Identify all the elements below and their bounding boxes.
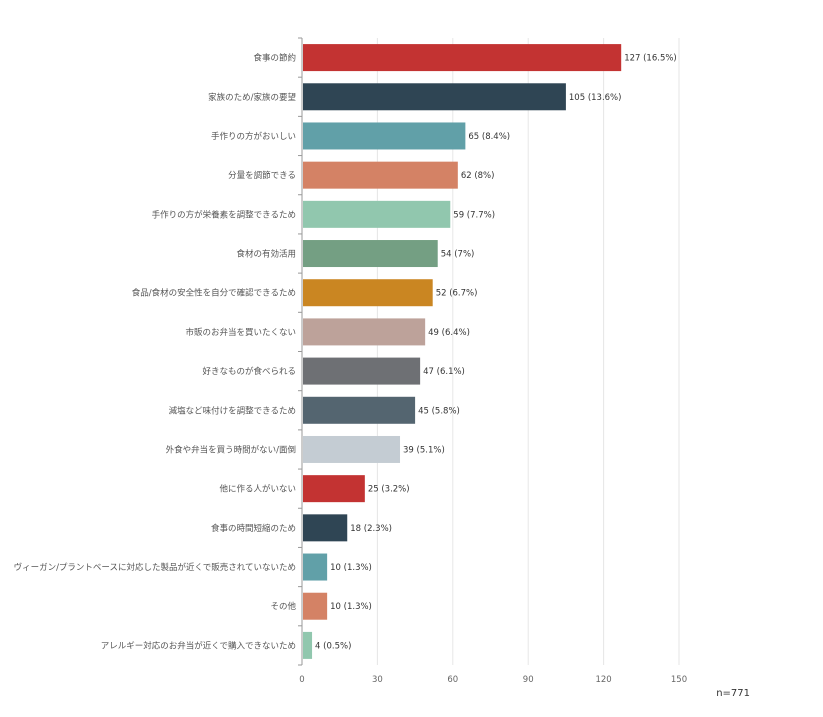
value-label-3: 62 (8%) bbox=[461, 171, 495, 181]
category-label-10: 外食や弁当を買う時間がない/面倒 bbox=[166, 444, 296, 455]
category-label-1: 家族のため/家族の要望 bbox=[208, 92, 296, 103]
x-tick-label-150: 150 bbox=[671, 675, 687, 685]
category-label-3: 分量を調節できる bbox=[228, 170, 296, 181]
bar-15 bbox=[303, 631, 313, 659]
bar-12 bbox=[303, 514, 348, 542]
category-label-7: 市販のお弁当を買いたくない bbox=[185, 327, 296, 338]
value-label-6: 52 (6.7%) bbox=[436, 289, 478, 299]
value-label-9: 45 (5.8%) bbox=[418, 406, 460, 416]
bar-3 bbox=[303, 161, 458, 189]
category-label-13: ヴィーガン/プラントベースに対応した製品が近くで販売されていないため bbox=[14, 562, 296, 573]
value-label-12: 18 (2.3%) bbox=[350, 524, 392, 534]
bar-4 bbox=[303, 200, 451, 228]
value-label-1: 105 (13.6%) bbox=[569, 93, 622, 103]
value-label-13: 10 (1.3%) bbox=[330, 563, 372, 573]
x-tick-label-90: 90 bbox=[523, 675, 534, 685]
value-label-14: 10 (1.3%) bbox=[330, 602, 372, 612]
bar-8 bbox=[303, 357, 421, 385]
value-label-0: 127 (16.5%) bbox=[624, 54, 677, 64]
category-label-14: その他 bbox=[270, 601, 296, 612]
category-label-6: 食品/食材の安全性を自分で確認できるため bbox=[132, 288, 296, 299]
bar-13 bbox=[303, 553, 328, 581]
category-label-2: 手作りの方がおいしい bbox=[211, 131, 296, 142]
bar-14 bbox=[303, 592, 328, 620]
x-tick-label-60: 60 bbox=[447, 675, 458, 685]
bar-0 bbox=[303, 44, 622, 72]
bar-2 bbox=[303, 122, 466, 150]
value-label-2: 65 (8.4%) bbox=[468, 132, 510, 142]
x-tick-label-120: 120 bbox=[595, 675, 611, 685]
category-label-4: 手作りの方が栄養素を調整できるため bbox=[152, 209, 296, 220]
value-label-5: 54 (7%) bbox=[441, 250, 475, 260]
category-label-8: 好きなものが食べられる bbox=[202, 366, 296, 377]
value-label-7: 49 (6.4%) bbox=[428, 328, 470, 338]
category-label-0: 食事の節約 bbox=[253, 53, 296, 64]
bar-1 bbox=[303, 83, 566, 111]
bar-6 bbox=[303, 279, 433, 307]
value-label-15: 4 (0.5%) bbox=[315, 641, 351, 651]
category-label-12: 食事の時間短縮のため bbox=[211, 523, 296, 534]
bar-11 bbox=[303, 475, 365, 503]
value-label-8: 47 (6.1%) bbox=[423, 367, 465, 377]
sample-size-note: n=771 bbox=[716, 688, 750, 699]
bar-10 bbox=[303, 435, 401, 463]
bar-5 bbox=[303, 240, 438, 268]
category-label-9: 減塩など味付けを調整できるため bbox=[169, 405, 296, 416]
x-tick-label-30: 30 bbox=[372, 675, 383, 685]
value-label-4: 59 (7.7%) bbox=[453, 210, 495, 220]
bar-9 bbox=[303, 396, 416, 424]
x-tick-label-0: 0 bbox=[299, 675, 304, 685]
value-label-11: 25 (3.2%) bbox=[368, 485, 410, 495]
category-label-5: 食材の有効活用 bbox=[236, 249, 296, 260]
bar-7 bbox=[303, 318, 426, 346]
category-label-11: 他に作る人がいない bbox=[219, 484, 296, 495]
category-label-15: アレルギー対応のお弁当が近くで購入できないため bbox=[101, 640, 296, 651]
value-label-10: 39 (5.1%) bbox=[403, 445, 445, 455]
